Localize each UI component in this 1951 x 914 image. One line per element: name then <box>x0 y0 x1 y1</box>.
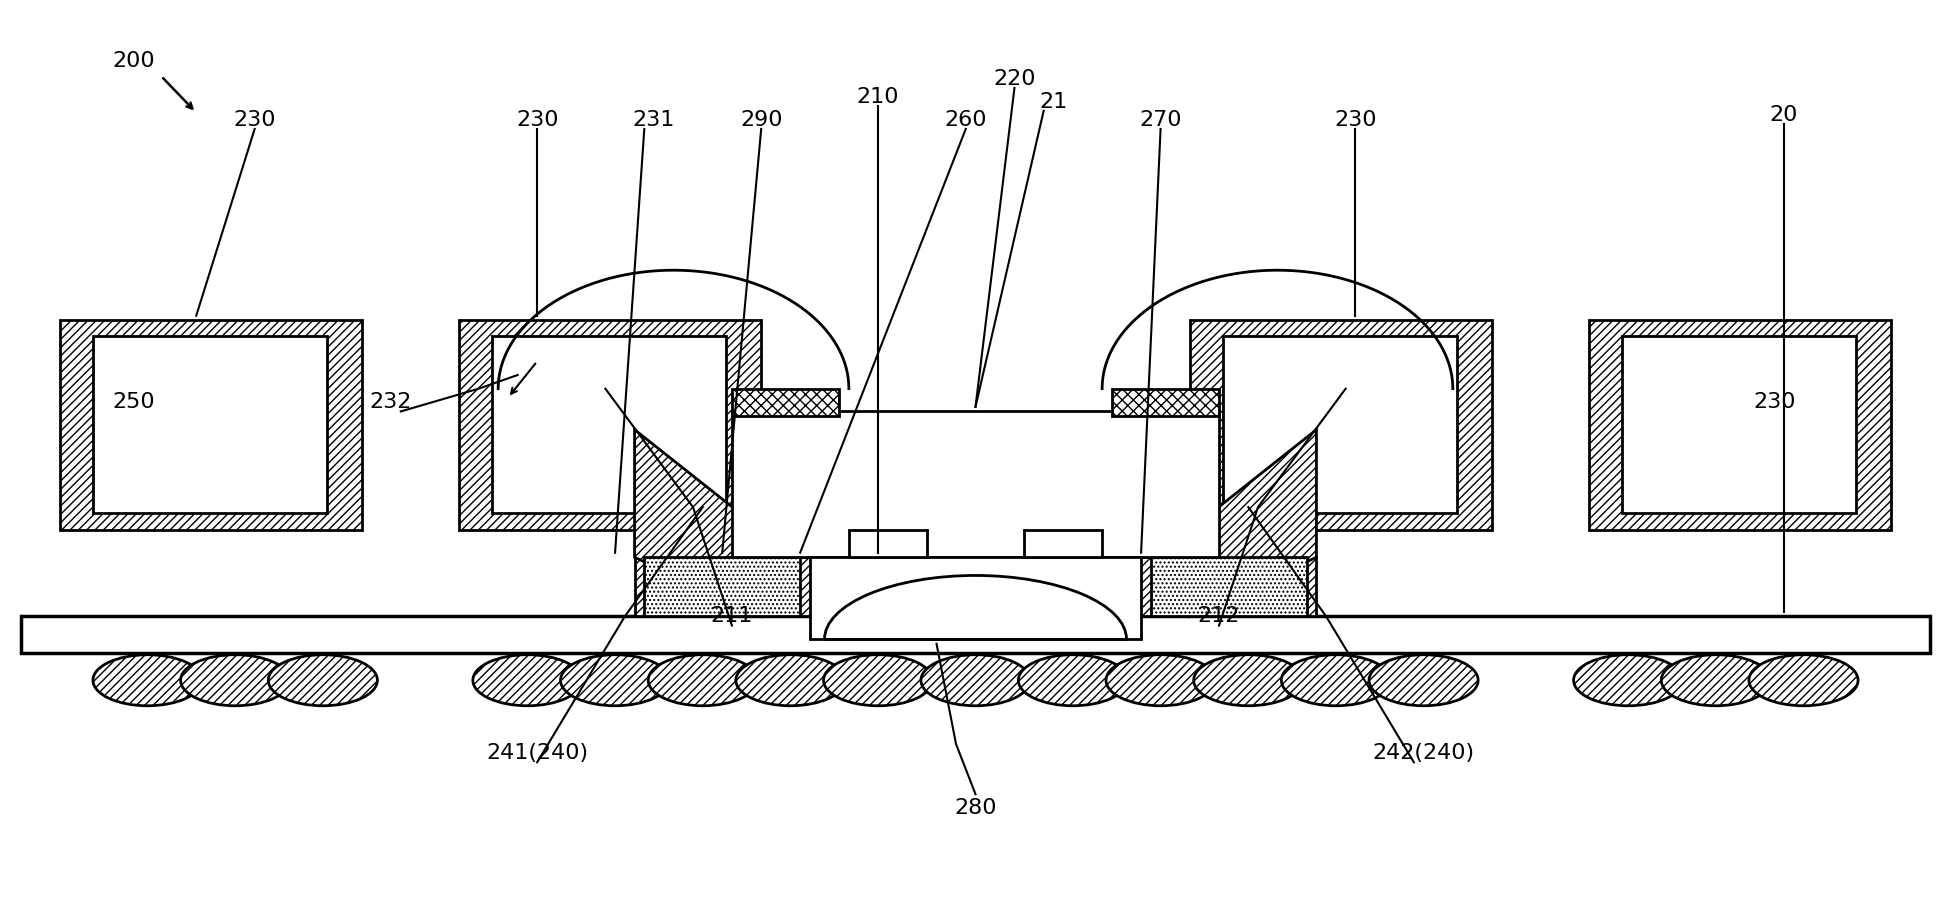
Polygon shape <box>1190 430 1317 616</box>
Circle shape <box>1282 654 1391 706</box>
Bar <box>810 558 1141 639</box>
Text: 242(240): 242(240) <box>1374 743 1475 763</box>
Bar <box>1024 530 1102 558</box>
Bar <box>1623 335 1855 514</box>
Text: 232: 232 <box>371 392 412 412</box>
Text: 230: 230 <box>234 110 275 130</box>
Bar <box>1223 335 1457 514</box>
Text: 270: 270 <box>1139 110 1182 130</box>
Text: 290: 290 <box>739 110 782 130</box>
Bar <box>1190 320 1493 530</box>
Text: 211: 211 <box>710 607 753 626</box>
Bar <box>1112 388 1219 416</box>
Circle shape <box>560 654 669 706</box>
Bar <box>732 411 1219 558</box>
Circle shape <box>181 654 291 706</box>
Text: 21: 21 <box>1040 91 1067 112</box>
Text: 250: 250 <box>113 392 156 412</box>
Text: 230: 230 <box>515 110 558 130</box>
Text: 241(240): 241(240) <box>486 743 587 763</box>
Text: 280: 280 <box>954 798 997 818</box>
Circle shape <box>823 654 933 706</box>
Bar <box>94 335 326 514</box>
Circle shape <box>1748 654 1857 706</box>
Bar <box>492 335 726 514</box>
Bar <box>732 388 839 416</box>
Circle shape <box>648 654 757 706</box>
Circle shape <box>472 654 581 706</box>
Text: 212: 212 <box>1198 607 1241 626</box>
Circle shape <box>94 654 203 706</box>
Text: 231: 231 <box>632 110 675 130</box>
Circle shape <box>269 654 377 706</box>
Bar <box>1590 320 1891 530</box>
Circle shape <box>1106 654 1215 706</box>
Text: 230: 230 <box>1334 110 1377 130</box>
Text: 200: 200 <box>113 50 156 70</box>
Circle shape <box>1660 654 1770 706</box>
Circle shape <box>921 654 1030 706</box>
Circle shape <box>1018 654 1128 706</box>
Text: 20: 20 <box>1770 105 1799 125</box>
Polygon shape <box>634 430 761 616</box>
Bar <box>644 558 800 616</box>
Circle shape <box>1574 654 1682 706</box>
Circle shape <box>736 654 845 706</box>
Text: 220: 220 <box>993 69 1036 89</box>
Bar <box>1151 558 1307 616</box>
Text: 260: 260 <box>944 110 987 130</box>
Bar <box>60 320 361 530</box>
Circle shape <box>1194 654 1303 706</box>
Bar <box>849 530 927 558</box>
Bar <box>21 616 1930 653</box>
Bar <box>458 320 761 530</box>
Bar <box>634 558 1317 616</box>
Circle shape <box>1370 654 1479 706</box>
Text: 210: 210 <box>856 87 899 107</box>
Text: 230: 230 <box>1754 392 1795 412</box>
